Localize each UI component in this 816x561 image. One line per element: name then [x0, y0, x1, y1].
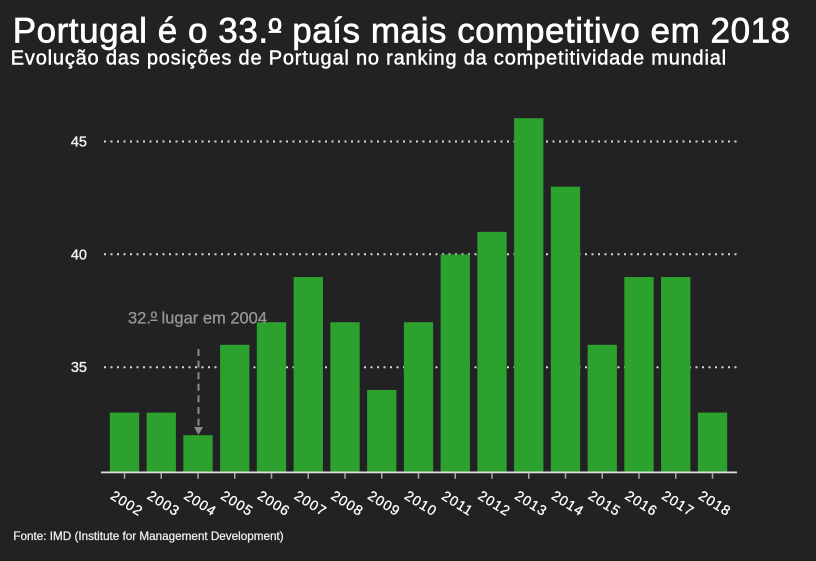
svg-text:Fonte: IMD (Institute for Mana: Fonte: IMD (Institute for Management Dev… — [13, 530, 283, 543]
svg-text:2007: 2007 — [292, 487, 330, 519]
svg-text:2014: 2014 — [549, 487, 587, 519]
svg-text:40: 40 — [71, 247, 87, 263]
svg-text:Portugal é o 33.º país mais co: Portugal é o 33.º país mais competitivo … — [13, 12, 791, 51]
svg-text:2002: 2002 — [108, 487, 146, 519]
svg-text:2016: 2016 — [622, 487, 660, 519]
svg-text:2009: 2009 — [365, 487, 403, 519]
svg-text:2003: 2003 — [145, 487, 183, 519]
svg-text:2004: 2004 — [181, 487, 219, 519]
svg-text:2012: 2012 — [475, 487, 513, 519]
svg-text:Evolução das posições de Portu: Evolução das posições de Portugal no ran… — [11, 48, 727, 70]
svg-text:2010: 2010 — [402, 487, 440, 519]
svg-text:2017: 2017 — [659, 487, 697, 519]
svg-text:2006: 2006 — [255, 487, 293, 519]
svg-text:2015: 2015 — [586, 487, 624, 519]
svg-text:35: 35 — [71, 360, 87, 376]
svg-text:32.º lugar em 2004: 32.º lugar em 2004 — [128, 309, 267, 327]
svg-text:2005: 2005 — [218, 487, 256, 519]
svg-text:2011: 2011 — [439, 487, 476, 519]
svg-text:2008: 2008 — [328, 487, 366, 519]
svg-text:45: 45 — [71, 135, 87, 151]
svg-text:2013: 2013 — [512, 487, 550, 519]
svg-text:2018: 2018 — [696, 487, 734, 519]
